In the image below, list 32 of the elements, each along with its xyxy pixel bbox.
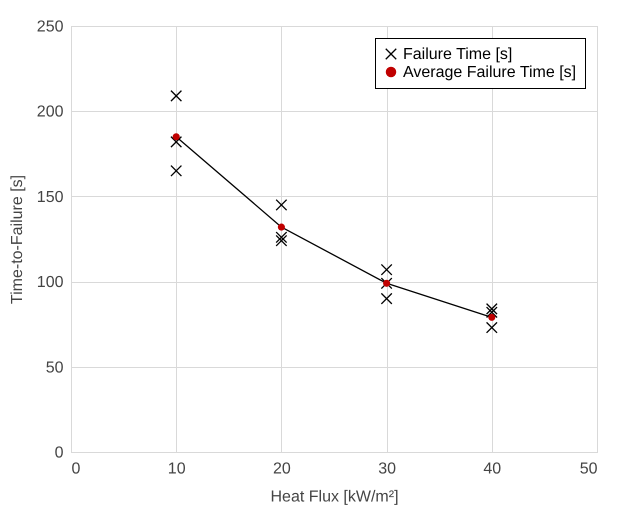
- y-axis-title: Time-to-Failure [s]: [8, 174, 26, 304]
- point: [488, 314, 496, 321]
- y-tick-label: 100: [36, 274, 64, 292]
- x-tick-label: 40: [483, 460, 502, 478]
- legend-label: Failure Time [s]: [403, 46, 512, 63]
- y-tick-label: 0: [54, 444, 64, 462]
- point: [278, 224, 285, 231]
- x-tick-label: 10: [168, 460, 186, 478]
- point: [170, 164, 182, 177]
- point: [276, 234, 288, 247]
- point: [276, 231, 288, 244]
- point: [380, 277, 392, 290]
- y-tick-label: 150: [36, 188, 64, 206]
- point: [486, 322, 498, 334]
- x-tick-label: 20: [273, 460, 291, 478]
- point: [486, 306, 498, 318]
- x-tick-label: 0: [72, 460, 80, 478]
- point: [383, 280, 390, 287]
- point: [380, 292, 392, 305]
- x-tick-label: 50: [580, 460, 598, 478]
- point: [170, 90, 182, 102]
- point: [172, 133, 180, 140]
- point: [486, 302, 498, 315]
- x-tick-label: 30: [378, 460, 396, 478]
- y-tick-label: 250: [36, 18, 64, 36]
- point: [276, 199, 288, 211]
- x-axis-title: Heat Flux [kW/m²]: [270, 488, 399, 506]
- y-tick-label: 200: [36, 104, 64, 121]
- legend-label: Average Failure Time [s]: [403, 64, 576, 81]
- point: [170, 136, 182, 148]
- point: [380, 264, 392, 276]
- y-tick-label: 50: [46, 359, 64, 376]
